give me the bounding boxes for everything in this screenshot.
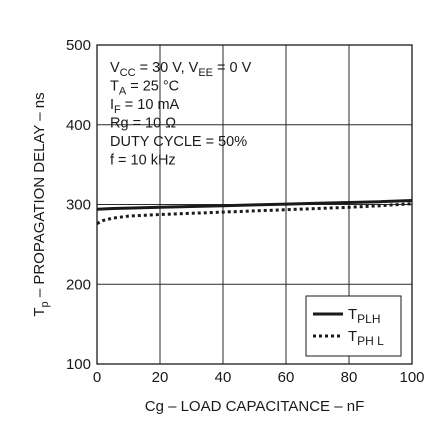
condition-vcc-part: = 0 V [213, 60, 252, 76]
legend-box [305, 295, 402, 357]
y-tick-label-100: 100 [66, 356, 91, 373]
condition-vcc-part: = 30 V, V [136, 60, 199, 76]
legend-label-tplh: TPLH [348, 306, 381, 326]
y-tick-label-300: 300 [66, 197, 91, 214]
condition-ta-part: = 25 °C [126, 79, 179, 95]
series-line-tphl [96, 202, 413, 225]
condition-if: IF = 10 mA [110, 97, 180, 116]
legend-label-tphl-symbol: T [348, 328, 357, 345]
condition-vcc-part: EE [198, 67, 213, 79]
y-tick-label-500: 500 [66, 37, 91, 54]
condition-ta-part: A [119, 86, 127, 98]
legend: TPLH TPH L [305, 295, 402, 357]
plot-frame [96, 44, 413, 365]
x-axis-title: Cg – LOAD CAPACITANCE – nF [145, 398, 365, 415]
condition-ta-part: T [110, 79, 119, 95]
legend-label-tplh-subscript: PLH [357, 312, 380, 326]
condition-ta: TA = 25 °C [110, 79, 179, 98]
condition-if-part: F [114, 104, 121, 116]
series-group [96, 199, 413, 225]
condition-vcc-part: CC [120, 67, 136, 79]
y-axis-title: Tp – PROPAGATION DELAY – ns [31, 92, 51, 316]
x-tick-label-20: 20 [152, 369, 169, 386]
y-axis-title-subscript: p [39, 301, 51, 307]
x-tick-label-80: 80 [341, 369, 358, 386]
x-tick-label-40: 40 [215, 369, 232, 386]
legend-label-tplh-symbol: T [348, 306, 357, 323]
y-axis-title-text: – PROPAGATION DELAY – ns [31, 92, 48, 301]
condition-duty: DUTY CYCLE = 50% [110, 134, 247, 150]
condition-if-part: I [110, 97, 114, 113]
condition-rg: Rg = 10 Ω [110, 116, 176, 132]
y-axis-title-symbol: T [31, 307, 48, 316]
condition-vcc: VCC = 30 V, VEE = 0 V [110, 60, 252, 79]
condition-vcc-part: V [110, 60, 120, 76]
x-tick-label-0: 0 [93, 369, 101, 386]
condition-freq-part: f = 10 kHz [110, 153, 176, 169]
condition-freq: f = 10 kHz [110, 153, 176, 169]
condition-if-part: = 10 mA [121, 97, 180, 113]
series-line-tplh [96, 199, 413, 211]
test-conditions: VCC = 30 V, VEE = 0 VTA = 25 °CIF = 10 m… [110, 60, 252, 169]
y-tick-label-400: 400 [66, 117, 91, 134]
tick-labels: 0 20 40 60 80 100 100 200 300 400 500 [66, 37, 425, 386]
condition-rg-part: Rg = 10 Ω [110, 116, 176, 132]
x-tick-label-100: 100 [399, 369, 424, 386]
condition-duty-part: DUTY CYCLE = 50% [110, 134, 247, 150]
legend-label-tphl-subscript: PH L [357, 334, 384, 348]
x-tick-label-60: 60 [278, 369, 295, 386]
legend-label-tphl: TPH L [348, 328, 384, 348]
y-tick-label-200: 200 [66, 276, 91, 293]
